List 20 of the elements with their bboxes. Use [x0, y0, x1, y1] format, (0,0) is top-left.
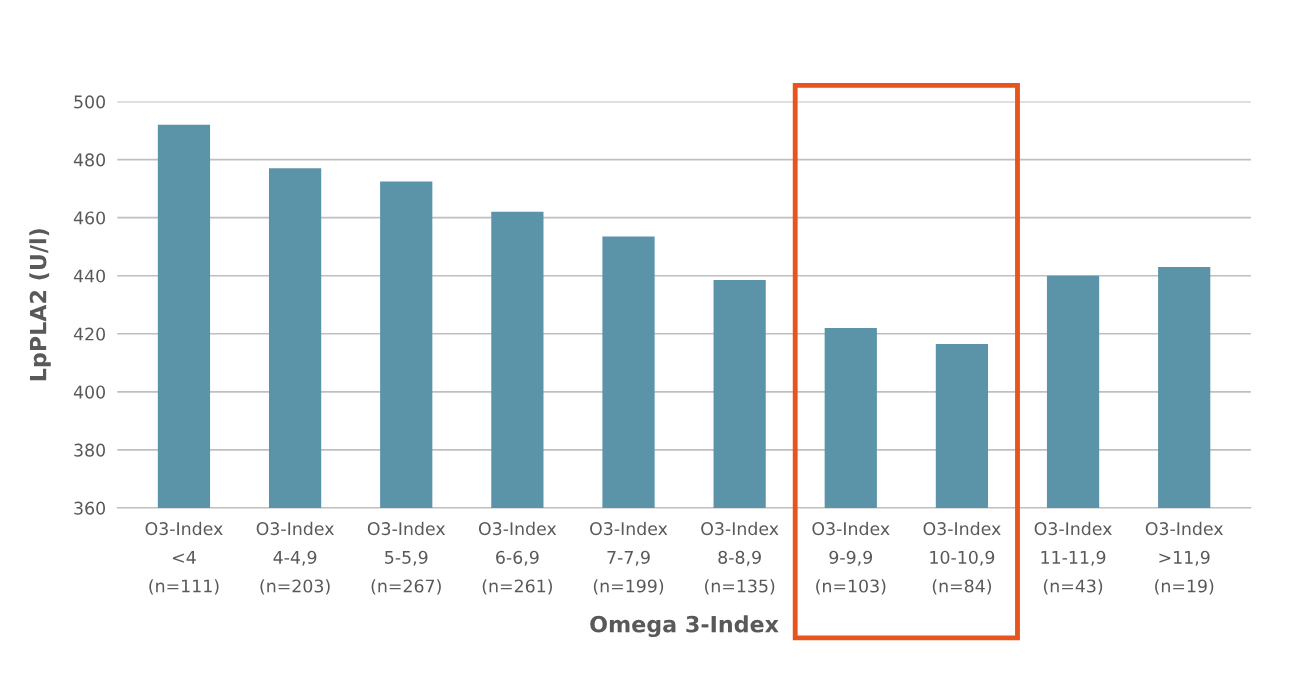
y-tick-label: 360 — [74, 501, 106, 515]
x-tick-label: O3-Index 11-11,9 (n=43) — [1034, 521, 1112, 595]
y-axis-title: LpPLA2 (U/l) — [29, 229, 51, 381]
y-tick-label: 480 — [73, 153, 106, 167]
x-tick-label: O3-Index 5-5,9 (n=267) — [367, 521, 446, 595]
x-tick-label: O3-Index 4-4,9 (n=203) — [256, 521, 334, 595]
y-tick-label: 420 — [73, 327, 106, 341]
x-tick-label: O3-Index 9-9,9 (n=103) — [812, 521, 890, 595]
x-tick-label: O3-Index 10-10,9 (n=84) — [923, 521, 1001, 595]
x-tick-label: O3-Index <4 (n=111) — [145, 521, 223, 595]
y-tick-label: 380 — [74, 443, 106, 457]
x-tick-label: O3-Index 8-8,9 (n=135) — [701, 521, 779, 595]
y-tick-label: 440 — [73, 269, 106, 283]
x-tick-label: O3-Index >11,9 (n=19) — [1145, 521, 1224, 595]
x-axis-title: Omega 3-Index — [590, 615, 779, 638]
x-tick-label: O3-Index 7-7,9 (n=199) — [590, 521, 668, 595]
x-tick-label: O3-Index 6-6,9 (n=261) — [478, 521, 557, 595]
y-tick-label: 500 — [74, 95, 106, 109]
y-tick-label: 460 — [73, 211, 106, 225]
y-tick-label: 400 — [73, 385, 106, 399]
